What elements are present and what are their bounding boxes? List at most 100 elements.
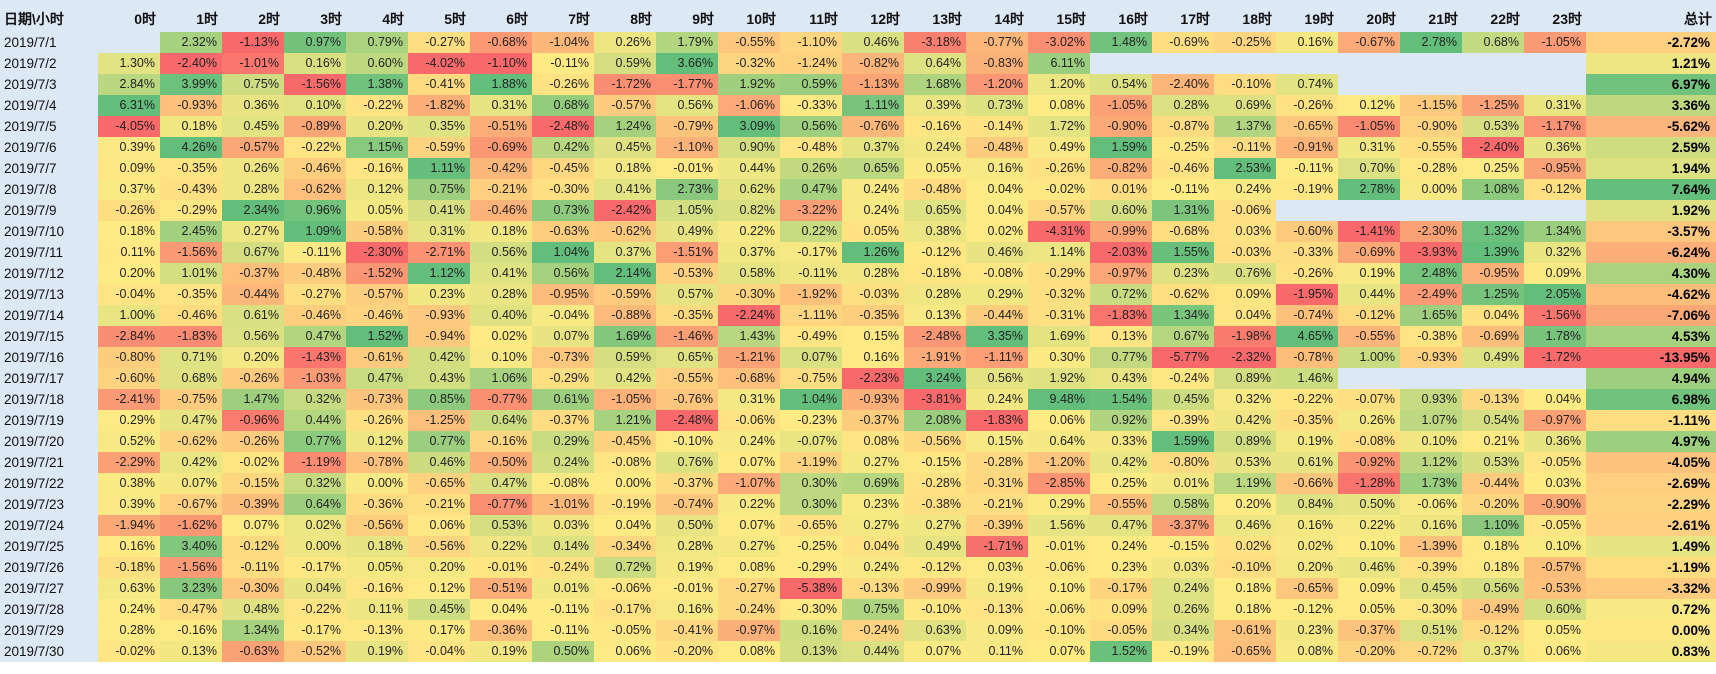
heatmap-cell: 0.07%	[780, 347, 842, 368]
row-date: 2019/7/17	[0, 368, 98, 389]
heatmap-cell: -0.06%	[1028, 557, 1090, 578]
heatmap-cell: 0.63%	[98, 578, 160, 599]
heatmap-cell: 1.37%	[1214, 116, 1276, 137]
heatmap-cell: -0.95%	[1462, 263, 1524, 284]
empty-cell	[1400, 74, 1462, 95]
heatmap-cell: 0.28%	[222, 179, 284, 200]
heatmap-cell: 0.12%	[408, 578, 470, 599]
heatmap-cell: 0.60%	[1090, 200, 1152, 221]
heatmap-cell: 0.56%	[222, 326, 284, 347]
heatmap-cell: -0.23%	[780, 410, 842, 431]
heatmap-cell: -2.23%	[842, 368, 904, 389]
heatmap-cell: 0.56%	[470, 242, 532, 263]
heatmap-cell: 2.48%	[1400, 263, 1462, 284]
heatmap-cell: -0.26%	[346, 410, 408, 431]
heatmap-cell: 0.18%	[1462, 557, 1524, 578]
heatmap-cell: 1.11%	[842, 95, 904, 116]
heatmap-cell: -0.96%	[222, 410, 284, 431]
heatmap-cell: 0.24%	[966, 389, 1028, 410]
heatmap-cell: 0.03%	[966, 557, 1028, 578]
heatmap-cell: -0.48%	[966, 137, 1028, 158]
heatmap-cell: 0.02%	[1276, 536, 1338, 557]
table-row: 2019/7/9 -0.26% -0.29% 2.34% 0.96% 0.05% 0.41%…	[0, 200, 1716, 221]
hour-header: 18时	[1214, 6, 1276, 32]
heatmap-cell: -0.56%	[904, 431, 966, 452]
heatmap-cell: -1.01%	[532, 494, 594, 515]
heatmap-cell: -1.19%	[284, 452, 346, 473]
heatmap-cell: 0.46%	[842, 32, 904, 53]
heatmap-cell: 1.52%	[1090, 641, 1152, 662]
row-total: -2.61%	[1586, 515, 1716, 536]
heatmap-cell: 0.27%	[904, 515, 966, 536]
heatmap-cell: -0.37%	[532, 410, 594, 431]
heatmap-cell: 0.90%	[718, 137, 780, 158]
heatmap-cell: 0.18%	[346, 536, 408, 557]
hour-header: 14时	[966, 6, 1028, 32]
heatmap-cell: 0.42%	[594, 368, 656, 389]
heatmap-cell: 0.89%	[1214, 431, 1276, 452]
heatmap-cell: 0.41%	[470, 263, 532, 284]
heatmap-cell: 0.09%	[1090, 599, 1152, 620]
heatmap-cell: -0.39%	[966, 515, 1028, 536]
heatmap-cell: 1.39%	[1462, 242, 1524, 263]
heatmap-cell: 0.24%	[842, 179, 904, 200]
heatmap-cell: 0.29%	[98, 410, 160, 431]
heatmap-cell: 0.84%	[1276, 494, 1338, 515]
heatmap-cell: 0.07%	[1028, 641, 1090, 662]
heatmap-cell: 0.37%	[1462, 641, 1524, 662]
heatmap-cell: -1.91%	[904, 347, 966, 368]
heatmap-cell: 0.16%	[1276, 515, 1338, 536]
row-date: 2019/7/26	[0, 557, 98, 578]
heatmap-cell: -0.82%	[842, 53, 904, 74]
heatmap-cell: 0.09%	[966, 620, 1028, 641]
heatmap-cell: -0.16%	[904, 116, 966, 137]
heatmap-cell: 0.39%	[98, 494, 160, 515]
row-total: -1.11%	[1586, 410, 1716, 431]
heatmap-cell: -0.46%	[470, 200, 532, 221]
row-total: 2.59%	[1586, 137, 1716, 158]
heatmap-cell: -0.59%	[594, 284, 656, 305]
table-row: 2019/7/22 0.38% 0.07% -0.15% 0.32% 0.00% -0.65…	[0, 473, 1716, 494]
heatmap-cell: -0.26%	[222, 368, 284, 389]
heatmap-cell: 0.65%	[904, 200, 966, 221]
heatmap-cell: -0.46%	[284, 305, 346, 326]
heatmap-cell: -0.13%	[842, 578, 904, 599]
hour-header: 0时	[98, 6, 160, 32]
heatmap-cell: 0.05%	[904, 158, 966, 179]
row-total: 4.94%	[1586, 368, 1716, 389]
heatmap-cell: -0.49%	[1462, 599, 1524, 620]
heatmap-cell: 4.26%	[160, 137, 222, 158]
heatmap-cell: -0.27%	[718, 578, 780, 599]
heatmap-cell: 0.75%	[842, 599, 904, 620]
heatmap-cell: 0.05%	[842, 221, 904, 242]
heatmap-cell: 1.72%	[1028, 116, 1090, 137]
heatmap-cell: -1.72%	[1524, 347, 1586, 368]
heatmap-cell: -0.69%	[1462, 326, 1524, 347]
heatmap-cell: -0.05%	[1090, 620, 1152, 641]
heatmap-cell: 1.48%	[1090, 32, 1152, 53]
row-date: 2019/7/25	[0, 536, 98, 557]
heatmap-cell: -3.18%	[904, 32, 966, 53]
heatmap-cell: -1.05%	[1524, 32, 1586, 53]
table-row: 2019/7/2 1.30% -2.40% -1.01% 0.16% 0.60% -4.02…	[0, 53, 1716, 74]
heatmap-cell: 0.09%	[98, 158, 160, 179]
heatmap-cell: -3.81%	[904, 389, 966, 410]
heatmap-cell: -1.13%	[842, 74, 904, 95]
heatmap-cell: 0.48%	[222, 599, 284, 620]
hour-header: 7时	[532, 6, 594, 32]
hour-header: 1时	[160, 6, 222, 32]
heatmap-cell: -0.69%	[1338, 242, 1400, 263]
heatmap-cell: 0.16%	[98, 536, 160, 557]
heatmap-cell: 0.19%	[1276, 431, 1338, 452]
heatmap-cell: -0.65%	[1276, 116, 1338, 137]
empty-cell	[1276, 53, 1338, 74]
heatmap-cell: -0.69%	[470, 137, 532, 158]
heatmap-cell: 0.46%	[966, 242, 1028, 263]
heatmap-cell: 0.36%	[1524, 431, 1586, 452]
heatmap-cell: -0.01%	[470, 557, 532, 578]
row-date: 2019/7/2	[0, 53, 98, 74]
heatmap-cell: 0.16%	[284, 53, 346, 74]
heatmap-cell: 0.61%	[532, 389, 594, 410]
heatmap-cell: 0.53%	[1214, 452, 1276, 473]
